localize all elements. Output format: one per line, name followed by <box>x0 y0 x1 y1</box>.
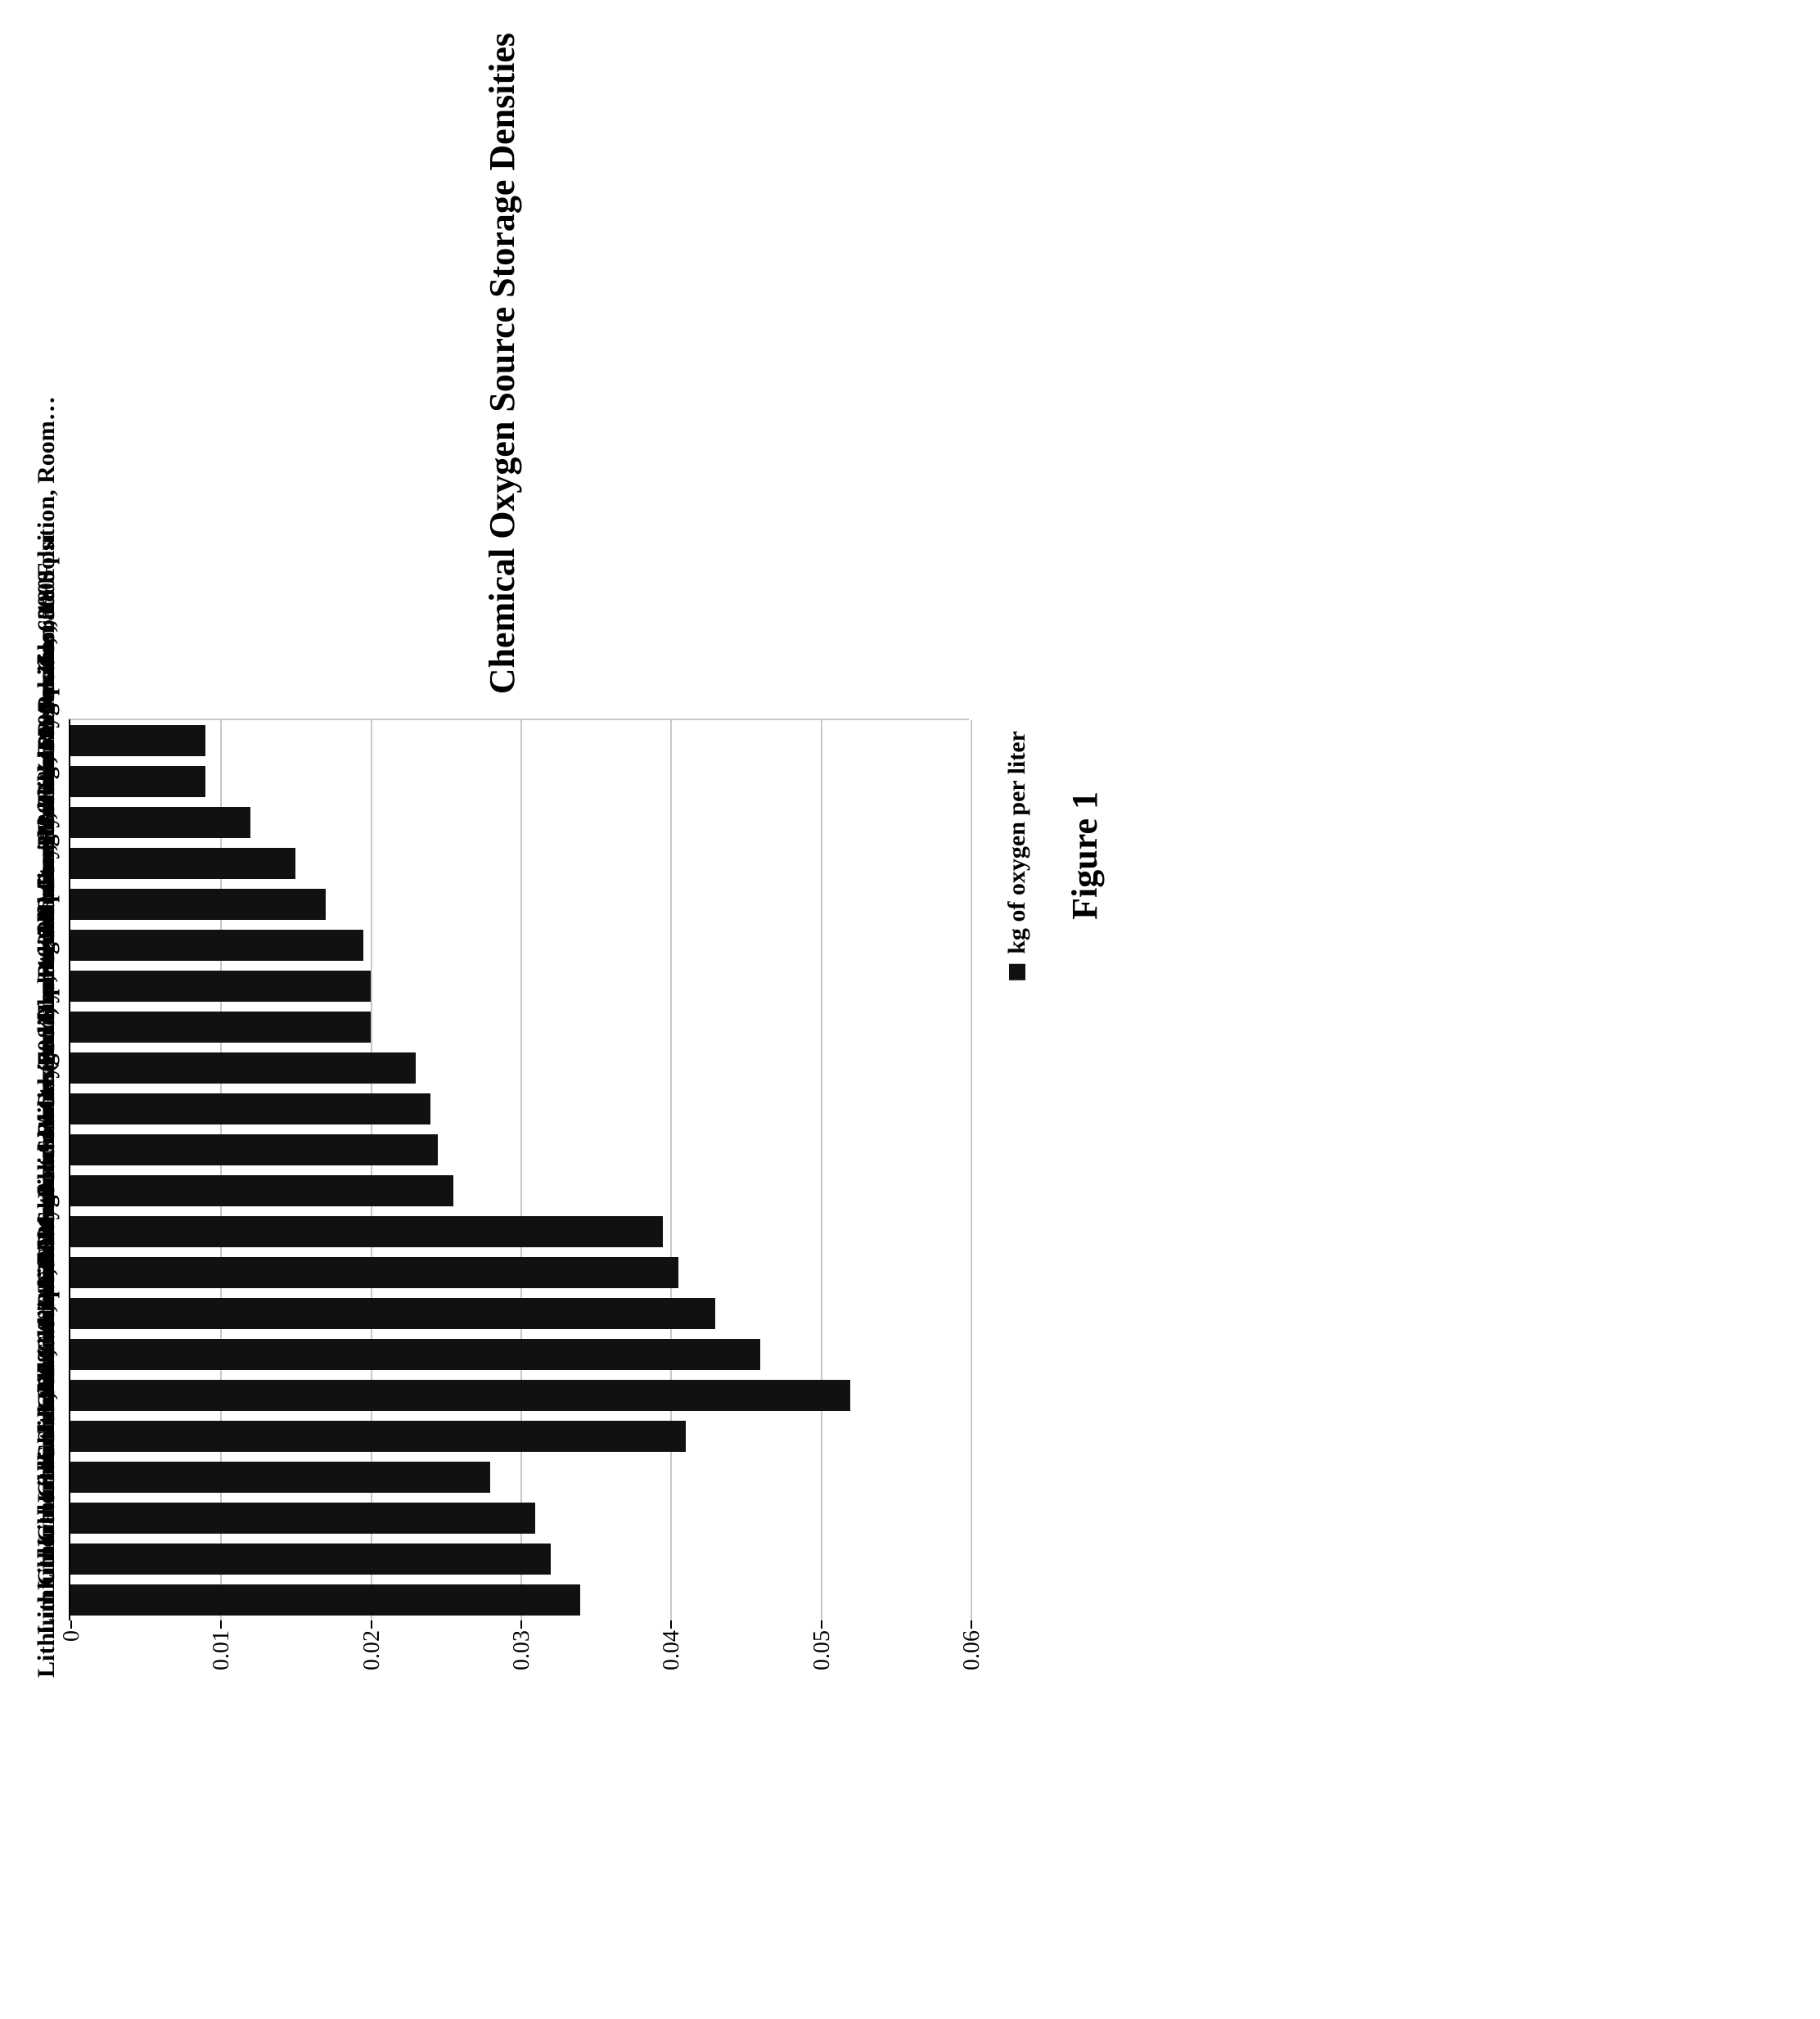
bars-container <box>69 719 969 1620</box>
bar-row <box>70 1088 969 1129</box>
axis-tick <box>371 1620 372 1629</box>
bar <box>70 725 205 756</box>
chart-title: Chemical Oxygen Source Storage Densities <box>481 33 523 694</box>
axis-tick-label: 0.01 <box>209 1630 235 1670</box>
bar-row <box>70 1048 969 1088</box>
bar <box>70 1216 663 1247</box>
bar-row <box>70 720 969 761</box>
bar-row <box>70 1211 969 1252</box>
bar <box>70 1584 580 1616</box>
bar <box>70 1462 490 1493</box>
bar-row <box>70 1170 969 1211</box>
chart-column: Chemical Oxygen Source Storage Densities… <box>33 33 971 1678</box>
legend-marker <box>1009 963 1025 980</box>
bar <box>70 889 326 920</box>
value-axis: 00.010.020.030.040.050.06 <box>70 1620 971 1678</box>
bar-row <box>70 1498 969 1539</box>
axis-tick <box>520 1620 522 1629</box>
axis-tick-label: 0.05 <box>809 1630 836 1670</box>
bar-row <box>70 884 969 925</box>
axis-tick <box>971 1620 972 1629</box>
bar <box>70 1298 715 1329</box>
bar-row <box>70 1293 969 1334</box>
bar-row <box>70 1334 969 1375</box>
bar-row <box>70 1252 969 1293</box>
bar <box>70 930 363 961</box>
axis-tick-label: 0.02 <box>359 1630 385 1670</box>
bar <box>70 807 250 838</box>
bar-row <box>70 843 969 884</box>
bar-row <box>70 1416 969 1457</box>
bar <box>70 1421 686 1452</box>
axis-tick-label: 0.04 <box>659 1630 685 1670</box>
axis-tick <box>70 1620 72 1629</box>
grid-line <box>971 720 972 1620</box>
legend-label: kg of oxygen per liter <box>1003 731 1031 954</box>
legend: kg of oxygen per liter <box>1003 731 1031 980</box>
bar-row <box>70 1375 969 1416</box>
bar-row <box>70 761 969 802</box>
bar <box>70 971 371 1002</box>
bar-row <box>70 802 969 843</box>
bar-row <box>70 1129 969 1170</box>
bar-row <box>70 1457 969 1498</box>
bar <box>70 766 205 797</box>
bar <box>70 1052 416 1084</box>
axis-tick <box>220 1620 222 1629</box>
bar <box>70 1093 430 1124</box>
bar <box>70 1134 438 1165</box>
bar <box>70 1339 760 1370</box>
bar <box>70 1503 535 1534</box>
bar <box>70 848 295 879</box>
axis-tick-label: 0 <box>59 1630 85 1642</box>
plot-area: Oxygen Gas, 3000 psiLithium Perchlorate … <box>33 719 971 1678</box>
bar-row <box>70 1539 969 1580</box>
bar <box>70 1257 678 1288</box>
axis-tick <box>670 1620 672 1629</box>
bar <box>70 1012 371 1043</box>
bar <box>70 1175 453 1206</box>
category-label: Lithium Chlorate Solution, 80°C… <box>33 1637 61 1678</box>
axis-tick <box>821 1620 822 1629</box>
axis-tick-label: 0.06 <box>959 1630 985 1670</box>
bar <box>70 1380 850 1411</box>
bar-row <box>70 925 969 966</box>
bar-row <box>70 966 969 1007</box>
bar <box>70 1544 551 1575</box>
figure-label: Figure 1 <box>1064 791 1106 920</box>
axis-tick-label: 0.03 <box>509 1630 535 1670</box>
figure: Chemical Oxygen Source Storage Densities… <box>33 33 1787 1678</box>
bar-row <box>70 1580 969 1620</box>
category-axis: Oxygen Gas, 3000 psiLithium Perchlorate … <box>33 719 69 1678</box>
bar-row <box>70 1007 969 1048</box>
